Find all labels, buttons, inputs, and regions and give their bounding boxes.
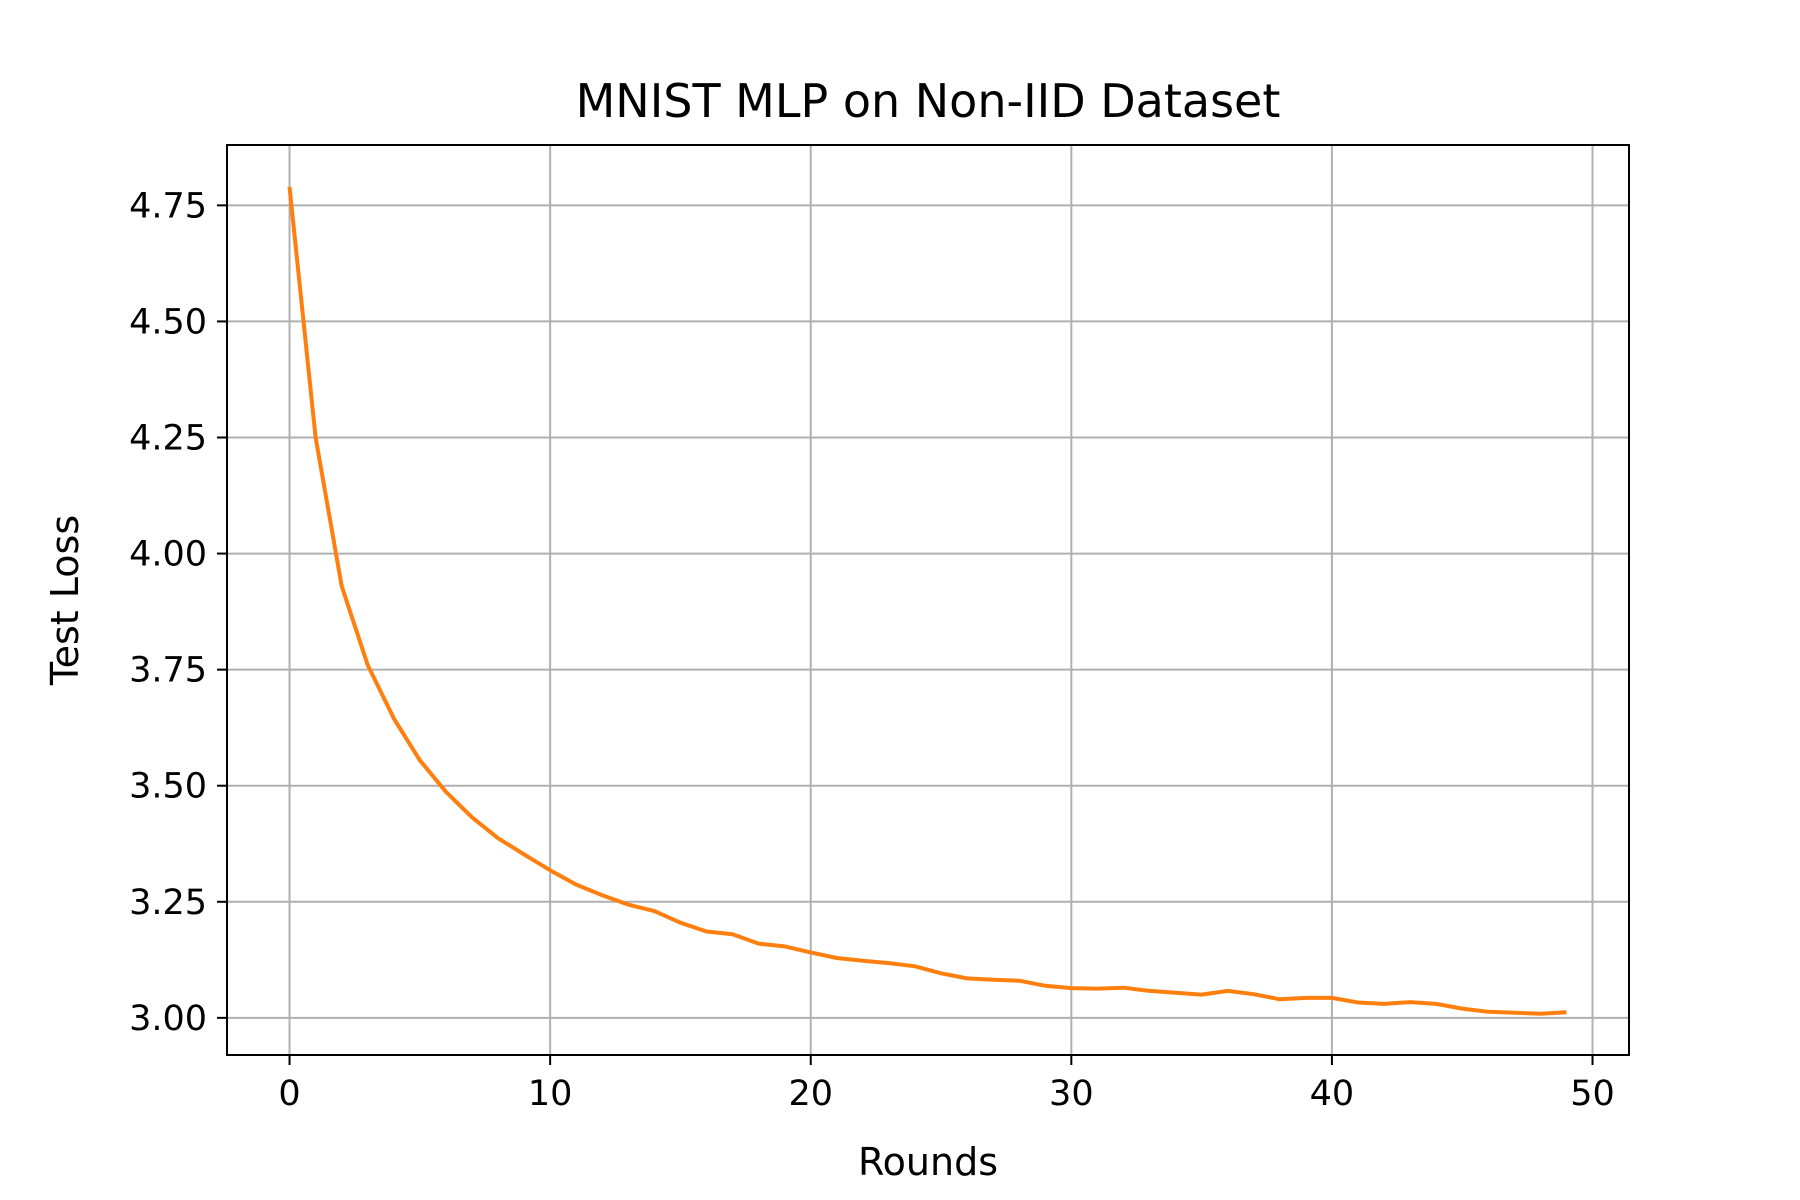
y-tick-label: 4.75 [129, 186, 207, 226]
chart-title: MNIST MLP on Non-IID Dataset [576, 74, 1281, 128]
series-line [287, 186, 1567, 1016]
x-tick-label: 50 [1570, 1074, 1615, 1114]
y-tick-label: 3.00 [129, 999, 207, 1039]
plot-frame [226, 144, 1630, 1056]
x-axis-label: Rounds [858, 1140, 998, 1184]
tick-labels: 0 10 20 30 40 50 3.00 3.25 3.50 3.75 4.00 4.25 4.50 4… [129, 186, 1615, 1114]
y-axis-label: Test Loss [43, 515, 87, 686]
y-tick-label: 3.25 [129, 883, 207, 923]
y-tick-label: 3.50 [129, 767, 207, 807]
y-tick-label: 4.00 [129, 535, 207, 575]
x-tick-label: 40 [1310, 1074, 1355, 1114]
x-tick-label: 30 [1049, 1074, 1094, 1114]
y-tick-label: 3.75 [129, 651, 207, 691]
x-tick-label: 20 [788, 1074, 833, 1114]
x-tick-label: 0 [278, 1074, 300, 1114]
y-tick-label: 4.50 [129, 302, 207, 342]
y-tick-label: 4.25 [129, 419, 207, 459]
x-tick-label: 10 [528, 1074, 573, 1114]
series-layer [287, 186, 1567, 1016]
axis-ticks [217, 204, 1594, 1065]
grid-lines [227, 145, 1629, 1055]
